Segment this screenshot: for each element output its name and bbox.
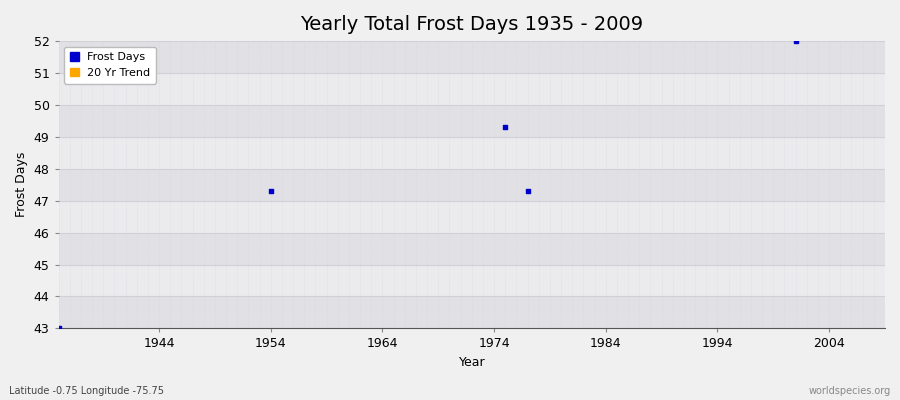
Bar <box>58 169 885 201</box>
Point <box>520 188 535 194</box>
Legend: Frost Days, 20 Yr Trend: Frost Days, 20 Yr Trend <box>64 47 157 84</box>
Bar <box>58 233 885 264</box>
Title: Yearly Total Frost Days 1935 - 2009: Yearly Total Frost Days 1935 - 2009 <box>301 15 644 34</box>
Point <box>51 325 66 332</box>
X-axis label: Year: Year <box>458 356 485 369</box>
Bar <box>58 41 885 73</box>
Bar <box>58 296 885 328</box>
Point <box>498 124 512 130</box>
Bar <box>58 137 885 169</box>
Point <box>264 188 278 194</box>
Text: Latitude -0.75 Longitude -75.75: Latitude -0.75 Longitude -75.75 <box>9 386 164 396</box>
Text: worldspecies.org: worldspecies.org <box>809 386 891 396</box>
Bar <box>58 73 885 105</box>
Bar <box>58 201 885 233</box>
Bar <box>58 105 885 137</box>
Bar <box>58 264 885 296</box>
Y-axis label: Frost Days: Frost Days <box>15 152 28 218</box>
Point <box>788 38 803 44</box>
